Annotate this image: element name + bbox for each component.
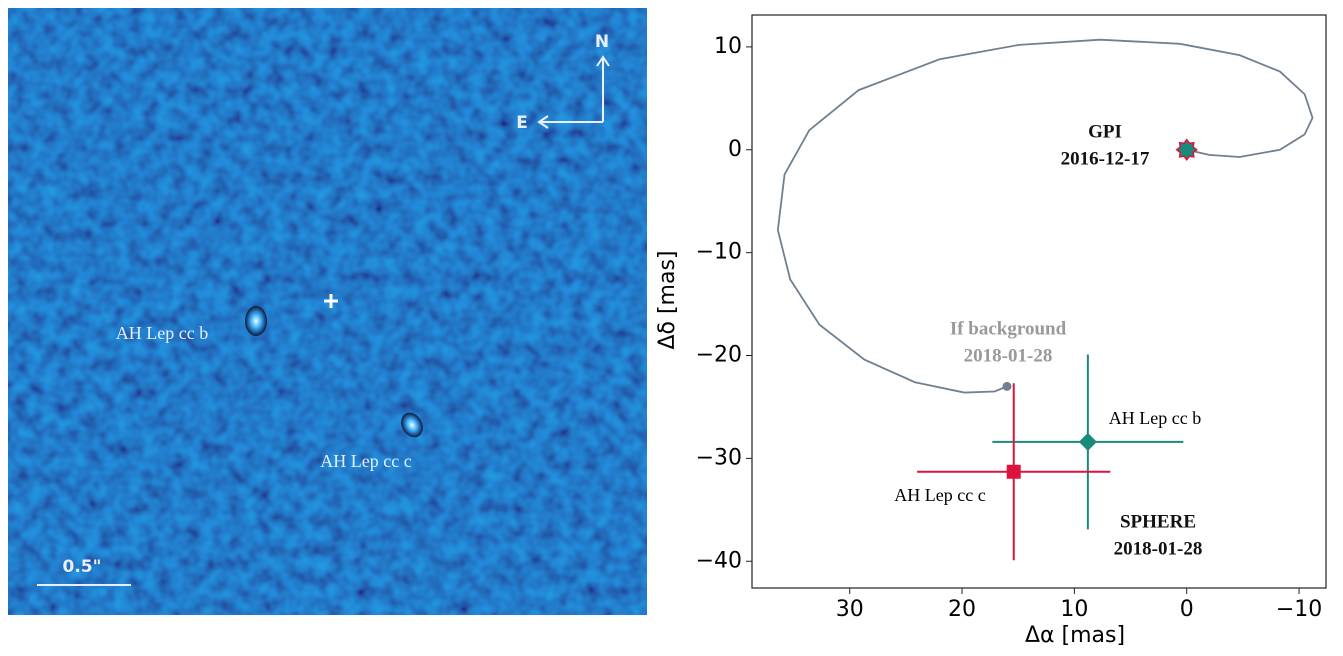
x-axis-label: Δα [mas] (1025, 623, 1125, 648)
point (1006, 464, 1021, 479)
image-panel: N E AH Lep cc b AH Lep cc c 0.5" (8, 8, 647, 615)
series-label: AH Lep cc b (1109, 408, 1201, 428)
annotation: SPHERE (1120, 511, 1196, 532)
scale-label: 0.5" (63, 557, 102, 577)
x-tick-label: 30 (836, 597, 864, 622)
background-position (1002, 381, 1012, 391)
east-label: E (516, 113, 528, 133)
reference-point (1175, 138, 1198, 162)
compass (537, 55, 610, 129)
annotation: 2016-12-17 (1061, 148, 1150, 169)
point (1078, 432, 1097, 451)
y-tick-label: −30 (696, 445, 742, 470)
annotation: 2018-01-28 (1114, 538, 1203, 559)
x-tick-label: 0 (1180, 597, 1194, 622)
image-label: AH Lep cc b (116, 323, 208, 343)
y-tick-label: 0 (728, 137, 742, 162)
y-axis-label: Δδ [mas] (655, 250, 680, 349)
companion-c (401, 412, 423, 438)
x-tick-label: −10 (1276, 597, 1322, 622)
plot-frame (751, 14, 1327, 589)
annotation: If background (950, 318, 1067, 339)
companion-b (245, 306, 267, 336)
y-tick-label: 10 (714, 34, 742, 59)
image-noise (8, 8, 647, 615)
x-tick-label: 20 (948, 597, 976, 622)
annotation: 2018-01-28 (964, 345, 1053, 366)
y-tick-label: −10 (696, 240, 742, 265)
y-tick-label: −40 (696, 548, 742, 573)
series-label: AH Lep cc c (894, 485, 985, 505)
star-position (324, 294, 338, 308)
x-tick-label: 10 (1060, 597, 1088, 622)
north-label: N (595, 32, 609, 52)
image-label: AH Lep cc c (320, 451, 411, 471)
track-line (776, 38, 1314, 394)
annotation: GPI (1088, 121, 1122, 142)
y-tick-label: −20 (696, 343, 742, 368)
